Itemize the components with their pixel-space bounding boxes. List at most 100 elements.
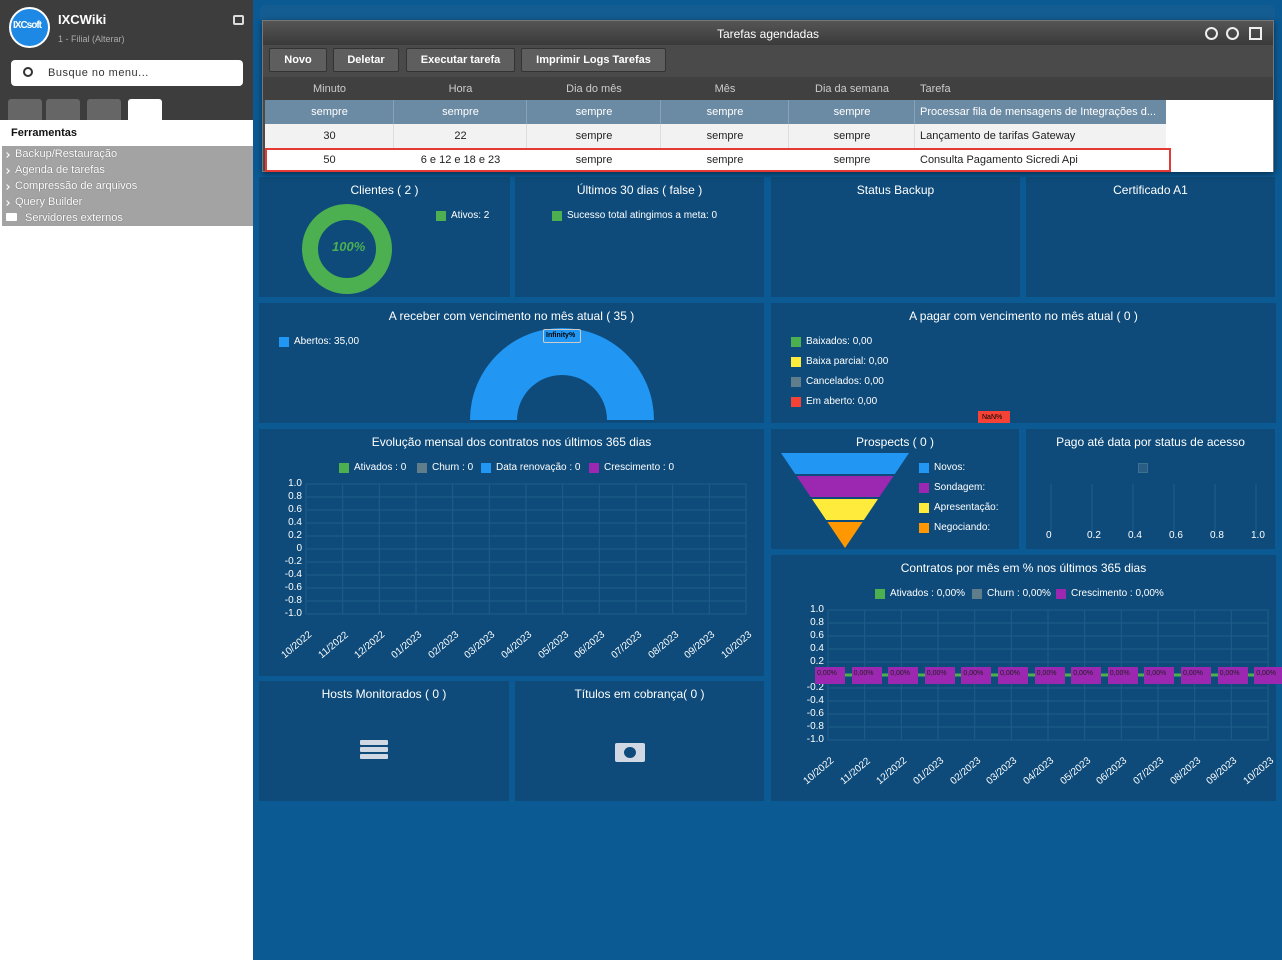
menu-item[interactable]: Query Builder <box>15 196 83 208</box>
table-cell: 30 <box>323 130 336 142</box>
x-tick-label: 06/2023 <box>1094 755 1130 787</box>
search[interactable]: Busque no menu... <box>11 60 243 86</box>
shape <box>781 453 909 474</box>
panel-title: Prospects ( 0 ) <box>855 435 935 449</box>
bar-label-bg <box>1254 667 1282 684</box>
button-label[interactable]: Imprimir Logs Tarefas <box>536 54 651 66</box>
cell-divider <box>914 100 915 124</box>
table-row[interactable] <box>265 124 1166 148</box>
bar-label-bg <box>1107 667 1138 684</box>
legend-swatch <box>919 463 929 473</box>
cell-divider <box>660 124 661 148</box>
legend-label: Ativados : 0,00% <box>890 588 966 599</box>
bar-label-bg <box>1217 667 1248 684</box>
server-icon <box>360 747 388 752</box>
search-icon <box>23 67 33 77</box>
graphic <box>781 453 909 548</box>
y-tick-label: 0.8 <box>810 617 824 628</box>
button-label[interactable]: Deletar <box>347 54 385 66</box>
button[interactable]: Executar tarefa <box>406 48 515 72</box>
button-label[interactable]: Novo <box>284 54 312 66</box>
table-cell: sempre <box>575 130 613 142</box>
button[interactable]: Novo <box>269 48 327 72</box>
legend-label: Em aberto: 0,00 <box>806 396 878 407</box>
button[interactable]: Deletar <box>333 48 399 72</box>
column-header-label: Mês <box>714 83 736 95</box>
table-right <box>1166 100 1273 172</box>
search-placeholder: Busque no menu... <box>48 67 149 79</box>
table-cell: Lançamento de tarifas Gateway <box>920 130 1076 142</box>
bar-label: 0,00% <box>1000 670 1020 677</box>
menu-item[interactable]: Backup/Restauração <box>15 148 118 160</box>
x-tick-label: 10/2023 <box>1241 755 1277 787</box>
cell-divider <box>660 100 661 124</box>
table-row[interactable] <box>265 100 1166 124</box>
bar-label: 0,00% <box>1219 670 1240 677</box>
bar-label: 0,00% <box>1109 670 1130 677</box>
legend-label: Churn : 0,00% <box>987 588 1051 599</box>
table-cell: sempre <box>442 106 479 118</box>
modal-header <box>263 21 1273 45</box>
x-tick-label: 0 <box>1046 530 1052 541</box>
panel: Clientes ( 2 ) Ativos: 2 100% <box>259 177 510 297</box>
legend-swatch <box>436 211 446 221</box>
header-icon[interactable] <box>1205 27 1218 40</box>
server-icon <box>360 740 388 745</box>
bar-label-bg <box>851 667 882 684</box>
tab[interactable] <box>46 99 80 120</box>
graphic <box>470 328 654 420</box>
cell-divider <box>393 124 394 148</box>
panel: Títulos em cobrança( 0 ) <box>515 681 764 801</box>
legend-swatch <box>339 463 349 473</box>
table-cell: sempre <box>575 106 613 118</box>
button-label[interactable]: Executar tarefa <box>420 54 501 66</box>
menu-item[interactable]: Servidores externos <box>25 212 123 224</box>
menu-item[interactable]: Compressão de arquivos <box>15 180 138 192</box>
legend-swatch <box>791 337 801 347</box>
graphic <box>1050 484 1257 534</box>
legend-swatch <box>552 211 562 221</box>
y-tick-label: 0.6 <box>810 630 824 641</box>
y-tick-label: -0.6 <box>284 582 302 593</box>
header-icon[interactable] <box>1226 27 1239 40</box>
x-tick-label: 06/2023 <box>572 629 608 661</box>
panel-title: A receber com vencimento no mês atual ( … <box>388 309 635 323</box>
table-row[interactable] <box>265 148 1171 172</box>
x-tick-label: 12/2022 <box>352 629 388 661</box>
cell-divider <box>788 100 789 124</box>
tip <box>978 411 1010 423</box>
legend-label: Crescimento : 0,00% <box>1071 588 1164 599</box>
legend-label: Novos: <box>934 462 966 473</box>
tab[interactable] <box>87 99 121 120</box>
y-tick-label: 0.4 <box>810 643 824 654</box>
x-tick-label: 0.2 <box>1087 530 1101 541</box>
logo <box>9 7 50 48</box>
x-tick-label: 09/2023 <box>1204 755 1240 787</box>
y-tick-label: -0.8 <box>806 721 824 732</box>
button[interactable]: Imprimir Logs Tarefas <box>521 48 666 72</box>
tab[interactable] <box>128 99 162 120</box>
shape <box>827 522 863 548</box>
bar-label-bg <box>1034 667 1065 684</box>
modal-title: Tarefas agendadas <box>716 27 820 41</box>
logout[interactable] <box>233 15 244 25</box>
donut-label: 100% <box>332 239 366 254</box>
legend-swatch <box>791 377 801 387</box>
table-cell: sempre <box>575 154 613 166</box>
bar-label: 0,00% <box>1073 670 1094 677</box>
legend-swatch <box>972 589 982 599</box>
shape <box>811 499 879 520</box>
x-tick-label: 08/2023 <box>1168 755 1203 787</box>
legend-label: Ativados : 0 <box>354 462 407 473</box>
x-tick-label: 1.0 <box>1251 530 1265 541</box>
y-tick-label: 1.0 <box>288 478 302 489</box>
legend-swatch <box>791 357 801 367</box>
tip-label: NaN% <box>982 414 1003 421</box>
cell-divider <box>526 100 527 124</box>
header-icon[interactable] <box>1249 27 1262 40</box>
x-tick-label: 12/2022 <box>874 755 910 787</box>
panel-title: Status Backup <box>856 183 935 197</box>
menu-item[interactable]: Agenda de tarefas <box>15 164 105 176</box>
tab[interactable] <box>8 99 42 120</box>
brand: IXCWiki <box>58 12 107 27</box>
